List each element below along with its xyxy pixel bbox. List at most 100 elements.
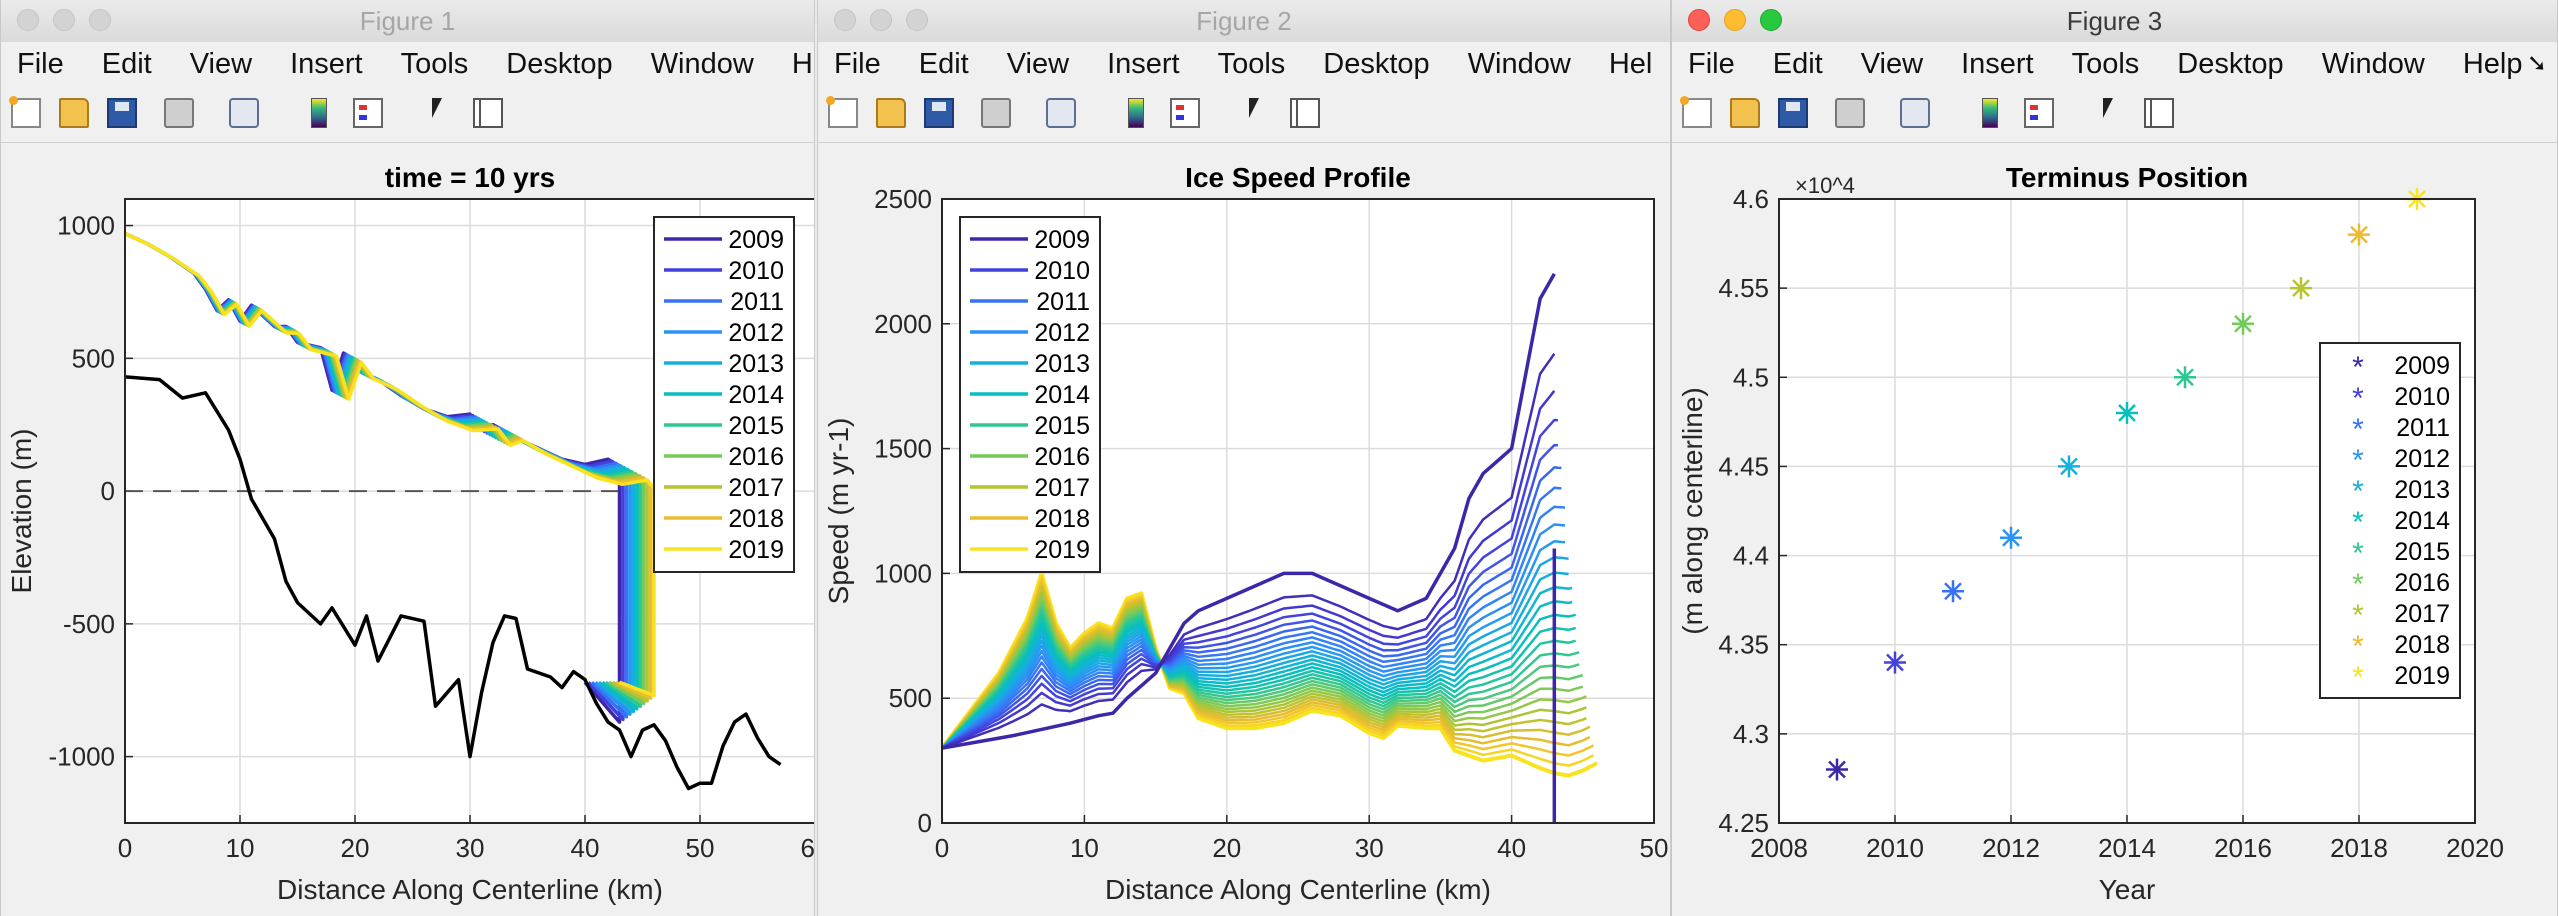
y-tick-label: 4.5: [1733, 362, 1769, 392]
property-panel-icon[interactable]: [1290, 98, 1320, 128]
menu-insert[interactable]: Insert: [1107, 48, 1180, 80]
legend-icon[interactable]: [353, 98, 383, 128]
menu-help[interactable]: Help: [2462, 48, 2523, 80]
menu-tools[interactable]: Tools: [2071, 48, 2140, 80]
menu-desktop[interactable]: Desktop: [2177, 48, 2284, 80]
print-icon[interactable]: [1835, 98, 1865, 128]
legend-marker: *: [2352, 382, 2364, 415]
window-title: Figure 1: [359, 6, 456, 36]
figure-toolbar: [1672, 86, 2557, 143]
toolbar-overflow-icon[interactable]: ➘: [2526, 50, 2547, 77]
figure-canvas: 0 10 20 30 40 50 0 500 1000 1500 2000 2500 Ice Speed…: [818, 143, 1670, 916]
legend-label: 2014: [1034, 381, 1090, 409]
zoom-button[interactable]: [89, 9, 111, 31]
y-exponent-label: ×10^4: [1795, 173, 1855, 198]
title-bar[interactable]: Figure 2: [818, 0, 1670, 43]
zoom-button[interactable]: [906, 9, 928, 31]
minimize-button[interactable]: [1724, 9, 1746, 31]
close-button[interactable]: [1688, 9, 1710, 31]
print-icon[interactable]: [981, 98, 1011, 128]
legend-label: 2013: [728, 350, 784, 378]
minimize-button[interactable]: [870, 9, 892, 31]
open-file-icon[interactable]: [59, 98, 89, 128]
close-button[interactable]: [17, 9, 39, 31]
legend-label: 2013: [2394, 476, 2450, 504]
menu-window[interactable]: Window: [1467, 48, 1571, 80]
menu-desktop[interactable]: Desktop: [1323, 48, 1430, 80]
zoom-button[interactable]: [1760, 9, 1782, 31]
property-panel-icon[interactable]: [2144, 98, 2174, 128]
menu-window[interactable]: Window: [650, 48, 754, 80]
x-axis-label: Year: [2099, 874, 2156, 905]
speed-line: [941, 418, 1558, 750]
colorbar-icon[interactable]: [1128, 98, 1144, 128]
menu-edit[interactable]: Edit: [918, 48, 969, 80]
axes-box: [941, 198, 1655, 824]
legend-label: 2011: [730, 288, 784, 316]
speed-line: [941, 617, 1577, 749]
pointer-icon[interactable]: [1245, 98, 1269, 128]
menu-view[interactable]: View: [189, 48, 253, 80]
y-tick-label: 500: [889, 683, 932, 713]
pointer-icon[interactable]: [428, 98, 452, 128]
link-plot-icon[interactable]: [1900, 98, 1930, 128]
menu-view[interactable]: View: [1006, 48, 1070, 80]
x-tick-label: 2012: [1982, 833, 2040, 863]
save-icon[interactable]: [107, 98, 137, 128]
legend-label: 2011: [1036, 288, 1090, 316]
y-axis-label: (m along centerline): [1677, 387, 1708, 634]
menu-file[interactable]: File: [17, 48, 64, 80]
new-figure-icon[interactable]: [9, 96, 41, 128]
scatter-point: [2118, 404, 2136, 422]
menu-file[interactable]: File: [1688, 48, 1735, 80]
legend-label: 2018: [2394, 631, 2450, 659]
menu-window[interactable]: Window: [2321, 48, 2425, 80]
y-tick-label: 2000: [874, 309, 932, 339]
save-icon[interactable]: [1778, 98, 1808, 128]
new-figure-icon[interactable]: [826, 96, 858, 128]
print-icon[interactable]: [164, 98, 194, 128]
scatter-point: [2176, 368, 2194, 387]
title-bar[interactable]: Figure 1: [1, 0, 814, 43]
speed-line-2009: [941, 273, 1556, 750]
title-bar[interactable]: Figure 3: [1672, 0, 2557, 43]
colorbar-icon[interactable]: [311, 98, 327, 128]
menu-edit[interactable]: Edit: [1772, 48, 1823, 80]
property-panel-icon[interactable]: [473, 98, 503, 128]
chart-title: time = 10 yrs: [385, 162, 555, 193]
menu-tools[interactable]: Tools: [400, 48, 469, 80]
menu-file[interactable]: File: [834, 48, 881, 80]
close-button[interactable]: [834, 9, 856, 31]
surface-line: [124, 231, 656, 698]
pointer-icon[interactable]: [2099, 98, 2123, 128]
window-title: Figure 2: [1196, 6, 1292, 36]
menu-insert[interactable]: Insert: [290, 48, 363, 80]
legend-icon[interactable]: [2024, 98, 2054, 128]
y-tick-label: 0: [101, 476, 115, 506]
minimize-button[interactable]: [53, 9, 75, 31]
menu-view[interactable]: View: [1860, 48, 1924, 80]
legend-label: 2012: [2394, 445, 2450, 473]
link-plot-icon[interactable]: [229, 98, 259, 128]
open-file-icon[interactable]: [1730, 98, 1760, 128]
figure-3-window: Figure 3 File Edit View Insert Tools Desktop W…: [1671, 0, 2558, 916]
menu-insert[interactable]: Insert: [1961, 48, 2034, 80]
legend-marker: *: [2352, 537, 2364, 570]
menu-help[interactable]: Hel: [1608, 48, 1653, 80]
menu-bar: File Edit View Insert Tools Desktop Window Hel: [1, 42, 814, 86]
open-file-icon[interactable]: [876, 98, 906, 128]
menu-edit[interactable]: Edit: [101, 48, 152, 80]
link-plot-icon[interactable]: [1046, 98, 1076, 128]
menu-tools[interactable]: Tools: [1217, 48, 1286, 80]
y-tick-label: 4.4: [1733, 541, 1769, 571]
legend-icon[interactable]: [1170, 98, 1200, 128]
colorbar-icon[interactable]: [1982, 98, 1998, 128]
y-tick-label: 4.6: [1733, 184, 1769, 214]
y-tick-label: -1000: [49, 742, 116, 772]
menu-desktop[interactable]: Desktop: [506, 48, 613, 80]
save-icon[interactable]: [924, 98, 954, 128]
new-figure-icon[interactable]: [1680, 96, 1712, 128]
menu-help[interactable]: Hel: [791, 48, 814, 80]
legend-label: 2014: [2394, 507, 2450, 535]
x-tick-label: 20: [341, 833, 370, 863]
